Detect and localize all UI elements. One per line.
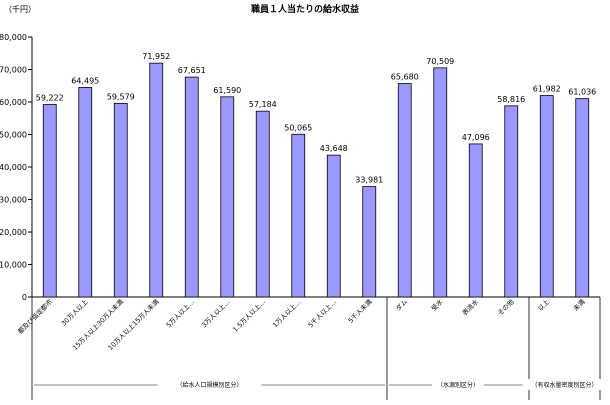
category-label: 表流水 [460, 297, 481, 318]
group-label-bg [157, 379, 262, 390]
bar [504, 105, 519, 298]
data-label: 61,982 [533, 85, 561, 94]
data-label: 59,222 [36, 94, 64, 103]
data-label: 61,590 [213, 86, 241, 95]
bars [42, 62, 590, 298]
group-label: （給水人口規模別区分） [176, 381, 242, 389]
bar [575, 98, 590, 298]
group-label-bg [432, 379, 484, 390]
bar [42, 104, 57, 298]
group-label: （水源別区分） [437, 381, 479, 389]
data-label: 59,579 [107, 92, 135, 101]
data-label: 70,509 [426, 57, 454, 66]
unit-label: （千円） [4, 4, 36, 14]
category-label: 5万人以上… [164, 297, 196, 329]
category-label: 以上 [536, 297, 552, 313]
data-label: 50,065 [284, 123, 312, 132]
y-tick-label: 60,000 [0, 98, 27, 107]
bar [113, 102, 128, 298]
group-labels: （給水人口規模別区分） （水源別区分） （有収水量密度別区分） [31, 297, 607, 400]
category-label: 1万人以上… [270, 297, 302, 329]
category-label: 未満 [571, 297, 587, 313]
y-tick-label: 10,000 [0, 261, 27, 270]
data-label: 43,648 [320, 144, 348, 153]
data-label: 57,184 [249, 100, 277, 109]
category-label: 30万人以上 [59, 297, 90, 328]
bar [433, 67, 448, 298]
data-labels: 59,222 64,495 59,579 71,952 67,651 61,590 57,1… [36, 52, 597, 184]
bar [255, 110, 270, 298]
chart-title: 職員１人当たりの給水収益 [251, 3, 359, 15]
category-label: 都及び指定都市 [16, 297, 55, 336]
y-tick-label: 30,000 [0, 196, 27, 205]
data-label: 71,952 [142, 52, 170, 61]
data-label: 67,651 [178, 66, 206, 75]
bar [184, 76, 199, 298]
bar [468, 143, 483, 298]
bar [326, 154, 341, 298]
data-label: 65,680 [391, 73, 419, 82]
category-label: 1.5万人以上… [231, 297, 268, 334]
data-label: 64,495 [71, 76, 99, 85]
bar [291, 133, 306, 298]
group-label: （有収水量密度別区分） [531, 381, 597, 389]
bar [397, 83, 412, 298]
bar [78, 86, 93, 298]
y-tick-label: 40,000 [0, 163, 27, 172]
data-label: 33,981 [355, 176, 383, 185]
y-tick-label: 0 [22, 293, 27, 302]
category-label: 受水 [429, 297, 445, 313]
category-label: ダム [394, 297, 410, 313]
bar [539, 95, 554, 298]
category-label: 3万人以上… [199, 297, 231, 329]
bar [362, 186, 377, 298]
data-label: 58,816 [497, 95, 525, 104]
y-tick-label: 20,000 [0, 228, 27, 237]
category-label: 5千人未満 [346, 297, 374, 325]
category-label: その他 [496, 297, 517, 318]
group-label-bg [522, 379, 607, 390]
data-label: 47,096 [462, 133, 490, 142]
data-label: 61,036 [568, 88, 596, 97]
bar [220, 96, 235, 298]
y-tick-label: 80,000 [0, 33, 27, 42]
y-tick-label: 70,000 [0, 66, 27, 75]
y-tick-label: 50,000 [0, 131, 27, 140]
category-label: 5千人以上… [306, 297, 338, 329]
bar [149, 62, 164, 298]
